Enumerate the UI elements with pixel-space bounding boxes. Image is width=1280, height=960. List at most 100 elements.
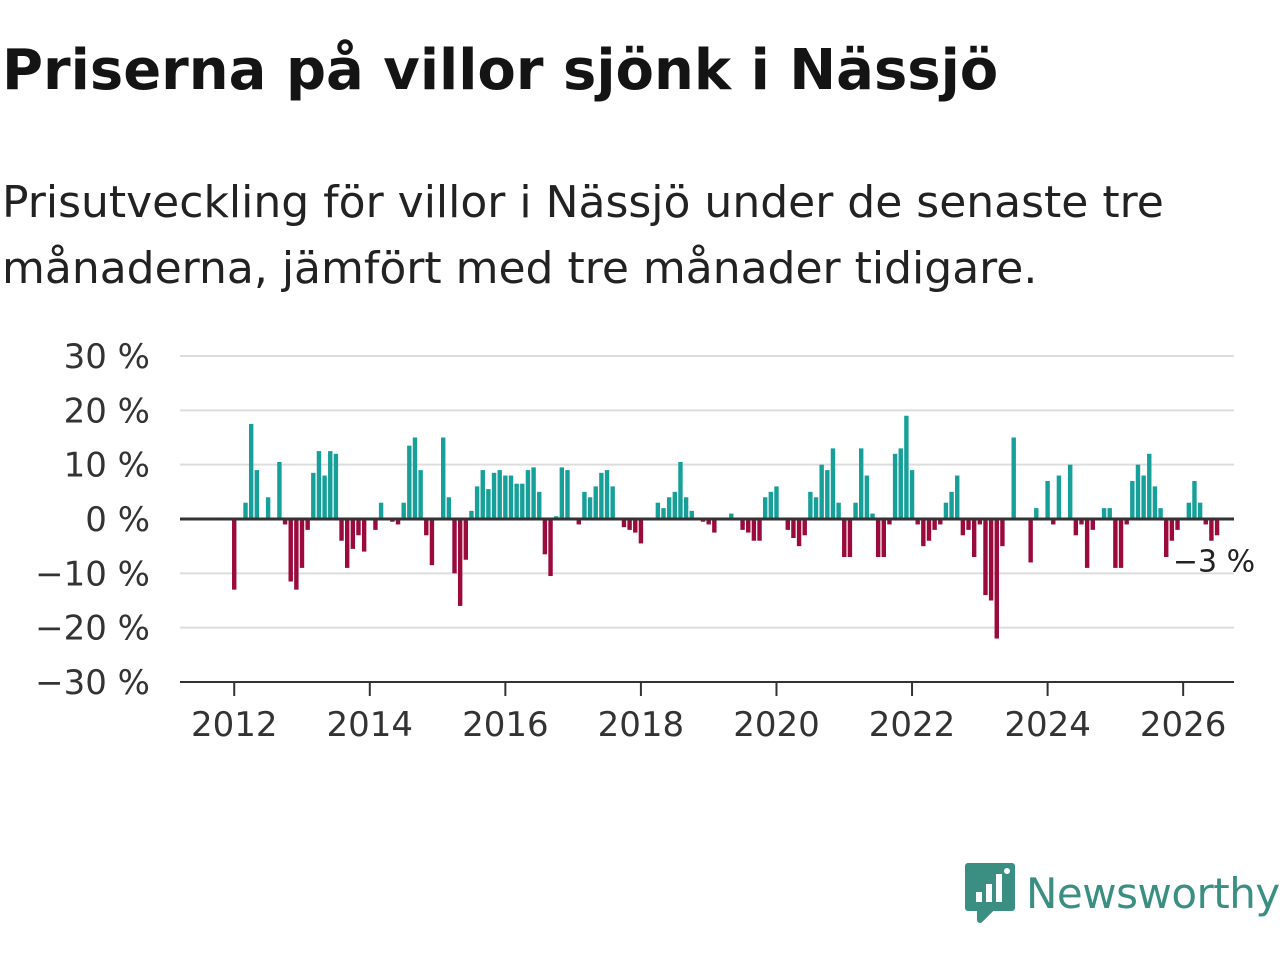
bar bbox=[503, 475, 508, 519]
bar bbox=[361, 519, 367, 552]
bar bbox=[977, 519, 983, 525]
bar bbox=[683, 497, 689, 519]
bar bbox=[1186, 502, 1192, 519]
bar bbox=[1067, 464, 1073, 519]
y-tick-label: 30 % bbox=[64, 337, 150, 377]
bar bbox=[938, 519, 943, 525]
bar bbox=[638, 519, 644, 544]
bar bbox=[1000, 519, 1005, 547]
bar bbox=[565, 470, 570, 519]
x-tick-label: 2012 bbox=[191, 705, 278, 745]
newsworthy-logo-icon bbox=[965, 863, 1015, 923]
bar bbox=[672, 491, 678, 519]
y-tick-label: 10 % bbox=[64, 446, 150, 486]
bar bbox=[277, 461, 282, 519]
bar bbox=[960, 519, 966, 536]
bar bbox=[1192, 480, 1197, 519]
bar bbox=[1011, 437, 1016, 519]
bar bbox=[853, 502, 858, 519]
bar bbox=[525, 470, 531, 519]
bar bbox=[825, 470, 830, 519]
bar bbox=[830, 448, 836, 519]
bar bbox=[1090, 519, 1095, 530]
bar bbox=[311, 472, 316, 519]
bar bbox=[870, 513, 875, 519]
bar bbox=[424, 519, 429, 536]
bar bbox=[299, 519, 305, 568]
y-tick-label: −30 % bbox=[35, 663, 150, 703]
bar bbox=[751, 519, 757, 541]
bar bbox=[842, 519, 847, 558]
bar bbox=[282, 519, 288, 525]
y-axis-labels: 30 % 20 % 10 % 0 % −10 % −20 % −30 % bbox=[35, 337, 150, 703]
bar bbox=[1113, 519, 1118, 568]
chart-subtitle: Prisutveckling för villor i Nässjö under… bbox=[2, 177, 1164, 294]
bar bbox=[1158, 508, 1163, 519]
bar bbox=[655, 502, 661, 519]
bar bbox=[599, 472, 604, 519]
bar bbox=[904, 415, 909, 519]
bar bbox=[254, 470, 260, 519]
bar bbox=[441, 437, 446, 519]
x-tick-label: 2022 bbox=[869, 705, 956, 745]
bar bbox=[661, 508, 666, 519]
bar bbox=[294, 519, 299, 590]
bar bbox=[469, 510, 474, 519]
bar bbox=[1051, 519, 1056, 525]
bar bbox=[474, 486, 480, 519]
bar bbox=[232, 519, 237, 590]
bar bbox=[1164, 519, 1169, 558]
bar bbox=[1124, 519, 1129, 525]
bar bbox=[316, 451, 322, 519]
bar bbox=[768, 491, 774, 519]
bar bbox=[582, 491, 587, 519]
bar bbox=[994, 519, 999, 639]
bar bbox=[926, 519, 932, 541]
bar bbox=[1147, 453, 1152, 519]
bar bbox=[955, 475, 960, 519]
bar bbox=[356, 519, 361, 536]
bar bbox=[587, 497, 593, 519]
bar bbox=[706, 519, 711, 525]
bar bbox=[305, 519, 310, 530]
x-tick-label: 2026 bbox=[1140, 705, 1227, 745]
y-tick-label: 20 % bbox=[64, 391, 150, 431]
bar bbox=[1084, 519, 1090, 568]
bar bbox=[401, 502, 406, 519]
bar bbox=[859, 448, 864, 519]
bar bbox=[610, 486, 615, 519]
bar bbox=[463, 519, 469, 560]
bar bbox=[1079, 519, 1084, 525]
bar bbox=[762, 497, 768, 519]
bar bbox=[497, 470, 502, 519]
bar bbox=[412, 437, 418, 519]
bar bbox=[1101, 508, 1107, 519]
bar bbox=[666, 497, 672, 519]
bar bbox=[548, 519, 553, 577]
bar bbox=[633, 519, 638, 533]
bar bbox=[395, 519, 401, 525]
bar bbox=[1118, 519, 1124, 568]
bar bbox=[1209, 519, 1214, 541]
bar bbox=[909, 470, 915, 519]
bar bbox=[429, 519, 435, 566]
bar bbox=[1169, 519, 1175, 541]
bar bbox=[322, 475, 327, 519]
bar bbox=[621, 519, 627, 528]
chart-title: Priserna på villor sjönk i Nässjö bbox=[2, 38, 999, 103]
bar bbox=[1152, 486, 1158, 519]
x-tick-label: 2014 bbox=[327, 705, 414, 745]
bar bbox=[1135, 464, 1141, 519]
bar bbox=[627, 519, 632, 530]
bar bbox=[328, 451, 333, 519]
bar bbox=[1141, 475, 1146, 519]
last-value-label: −3 % bbox=[1173, 544, 1255, 579]
bar bbox=[791, 519, 796, 539]
bar bbox=[1175, 519, 1180, 530]
bar bbox=[537, 491, 542, 519]
bar bbox=[576, 519, 581, 525]
bar bbox=[491, 472, 497, 519]
bar bbox=[875, 519, 881, 558]
bar bbox=[1056, 475, 1062, 519]
bar bbox=[514, 483, 519, 519]
